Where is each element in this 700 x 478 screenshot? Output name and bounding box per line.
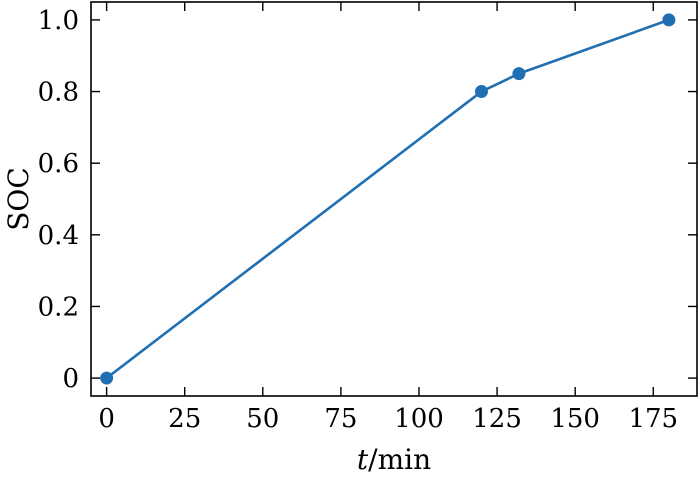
plot-area <box>90 1 698 397</box>
y-axis: 0 0.2 0.4 0.6 0.8 1.0 <box>38 6 697 394</box>
x-axis-label: t/min <box>357 443 431 476</box>
data-point <box>662 13 676 27</box>
x-tick-label: 50 <box>246 404 279 434</box>
y-axis-label: SOC <box>2 167 35 231</box>
x-tick-label: 25 <box>168 404 201 434</box>
y-tick-label: 0 <box>62 364 79 394</box>
series-line <box>105 18 670 380</box>
plot-frame <box>90 1 698 397</box>
data-point <box>512 67 526 81</box>
x-tick-label: 100 <box>394 404 444 434</box>
data-point <box>474 85 488 99</box>
x-tick-label: 175 <box>628 404 678 434</box>
y-tick-label: 0.6 <box>38 149 79 179</box>
x-tick-label: 125 <box>472 404 522 434</box>
x-axis: 0 25 50 75 100 125 150 175 <box>98 2 678 434</box>
y-tick-label: 1.0 <box>38 6 79 36</box>
x-axis-label-variable: t <box>357 443 369 476</box>
x-tick-label: 150 <box>550 404 600 434</box>
y-tick-label: 0.8 <box>38 78 79 108</box>
x-tick-label: 0 <box>98 404 115 434</box>
x-axis-label-unit: /min <box>368 443 431 476</box>
data-point <box>100 371 114 385</box>
y-tick-label: 0.2 <box>38 292 79 322</box>
x-tick-label: 75 <box>324 404 357 434</box>
y-tick-label: 0.4 <box>38 221 79 251</box>
